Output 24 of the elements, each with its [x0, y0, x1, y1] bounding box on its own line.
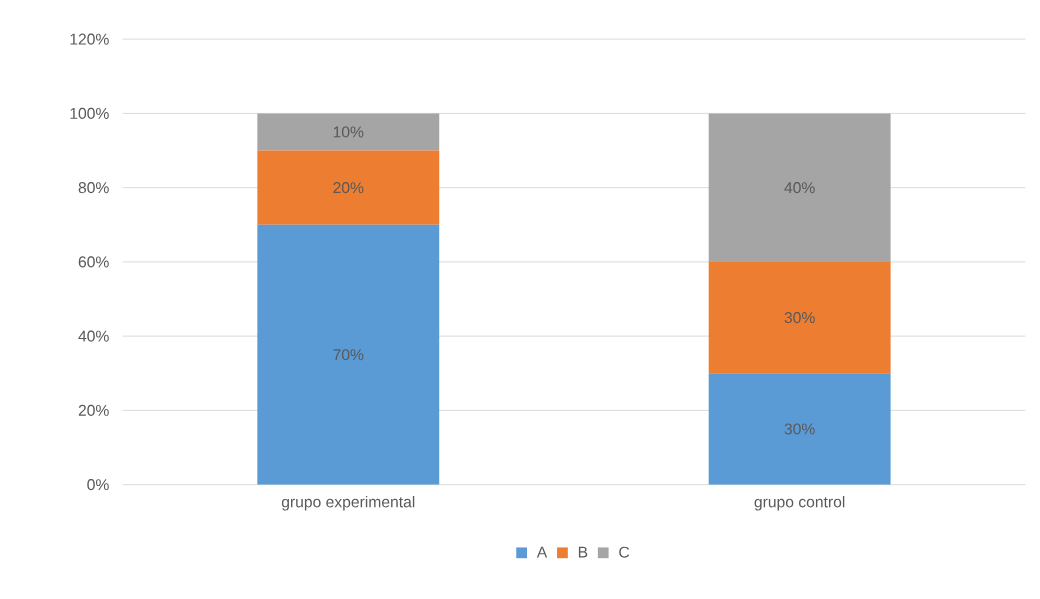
- legend-label: C: [619, 546, 630, 558]
- x-tick-label: grupo control: [754, 495, 845, 511]
- y-tick-label: 60%: [78, 256, 109, 268]
- data-label: 10%: [333, 126, 364, 138]
- y-tick-label: 80%: [78, 182, 109, 194]
- y-tick-label: 100%: [70, 107, 109, 119]
- legend-label: A: [536, 546, 548, 558]
- data-label: 20%: [333, 182, 364, 194]
- bar: [257, 113, 440, 151]
- y-tick-label: 120%: [70, 33, 109, 45]
- data-label: 70%: [333, 349, 364, 361]
- y-tick-label: 0%: [87, 479, 109, 491]
- y-tick-label: 20%: [78, 404, 109, 416]
- data-label: 40%: [784, 182, 815, 194]
- bar: [257, 150, 440, 225]
- bar: [708, 113, 891, 262]
- bar: [257, 224, 440, 485]
- data-label: 30%: [784, 423, 815, 435]
- bar: [708, 373, 891, 485]
- bar: [708, 261, 891, 374]
- x-tick-label: grupo experimental: [281, 495, 415, 511]
- legend-label: B: [578, 546, 588, 558]
- y-tick-label: 40%: [78, 330, 109, 342]
- data-label: 30%: [784, 311, 815, 324]
